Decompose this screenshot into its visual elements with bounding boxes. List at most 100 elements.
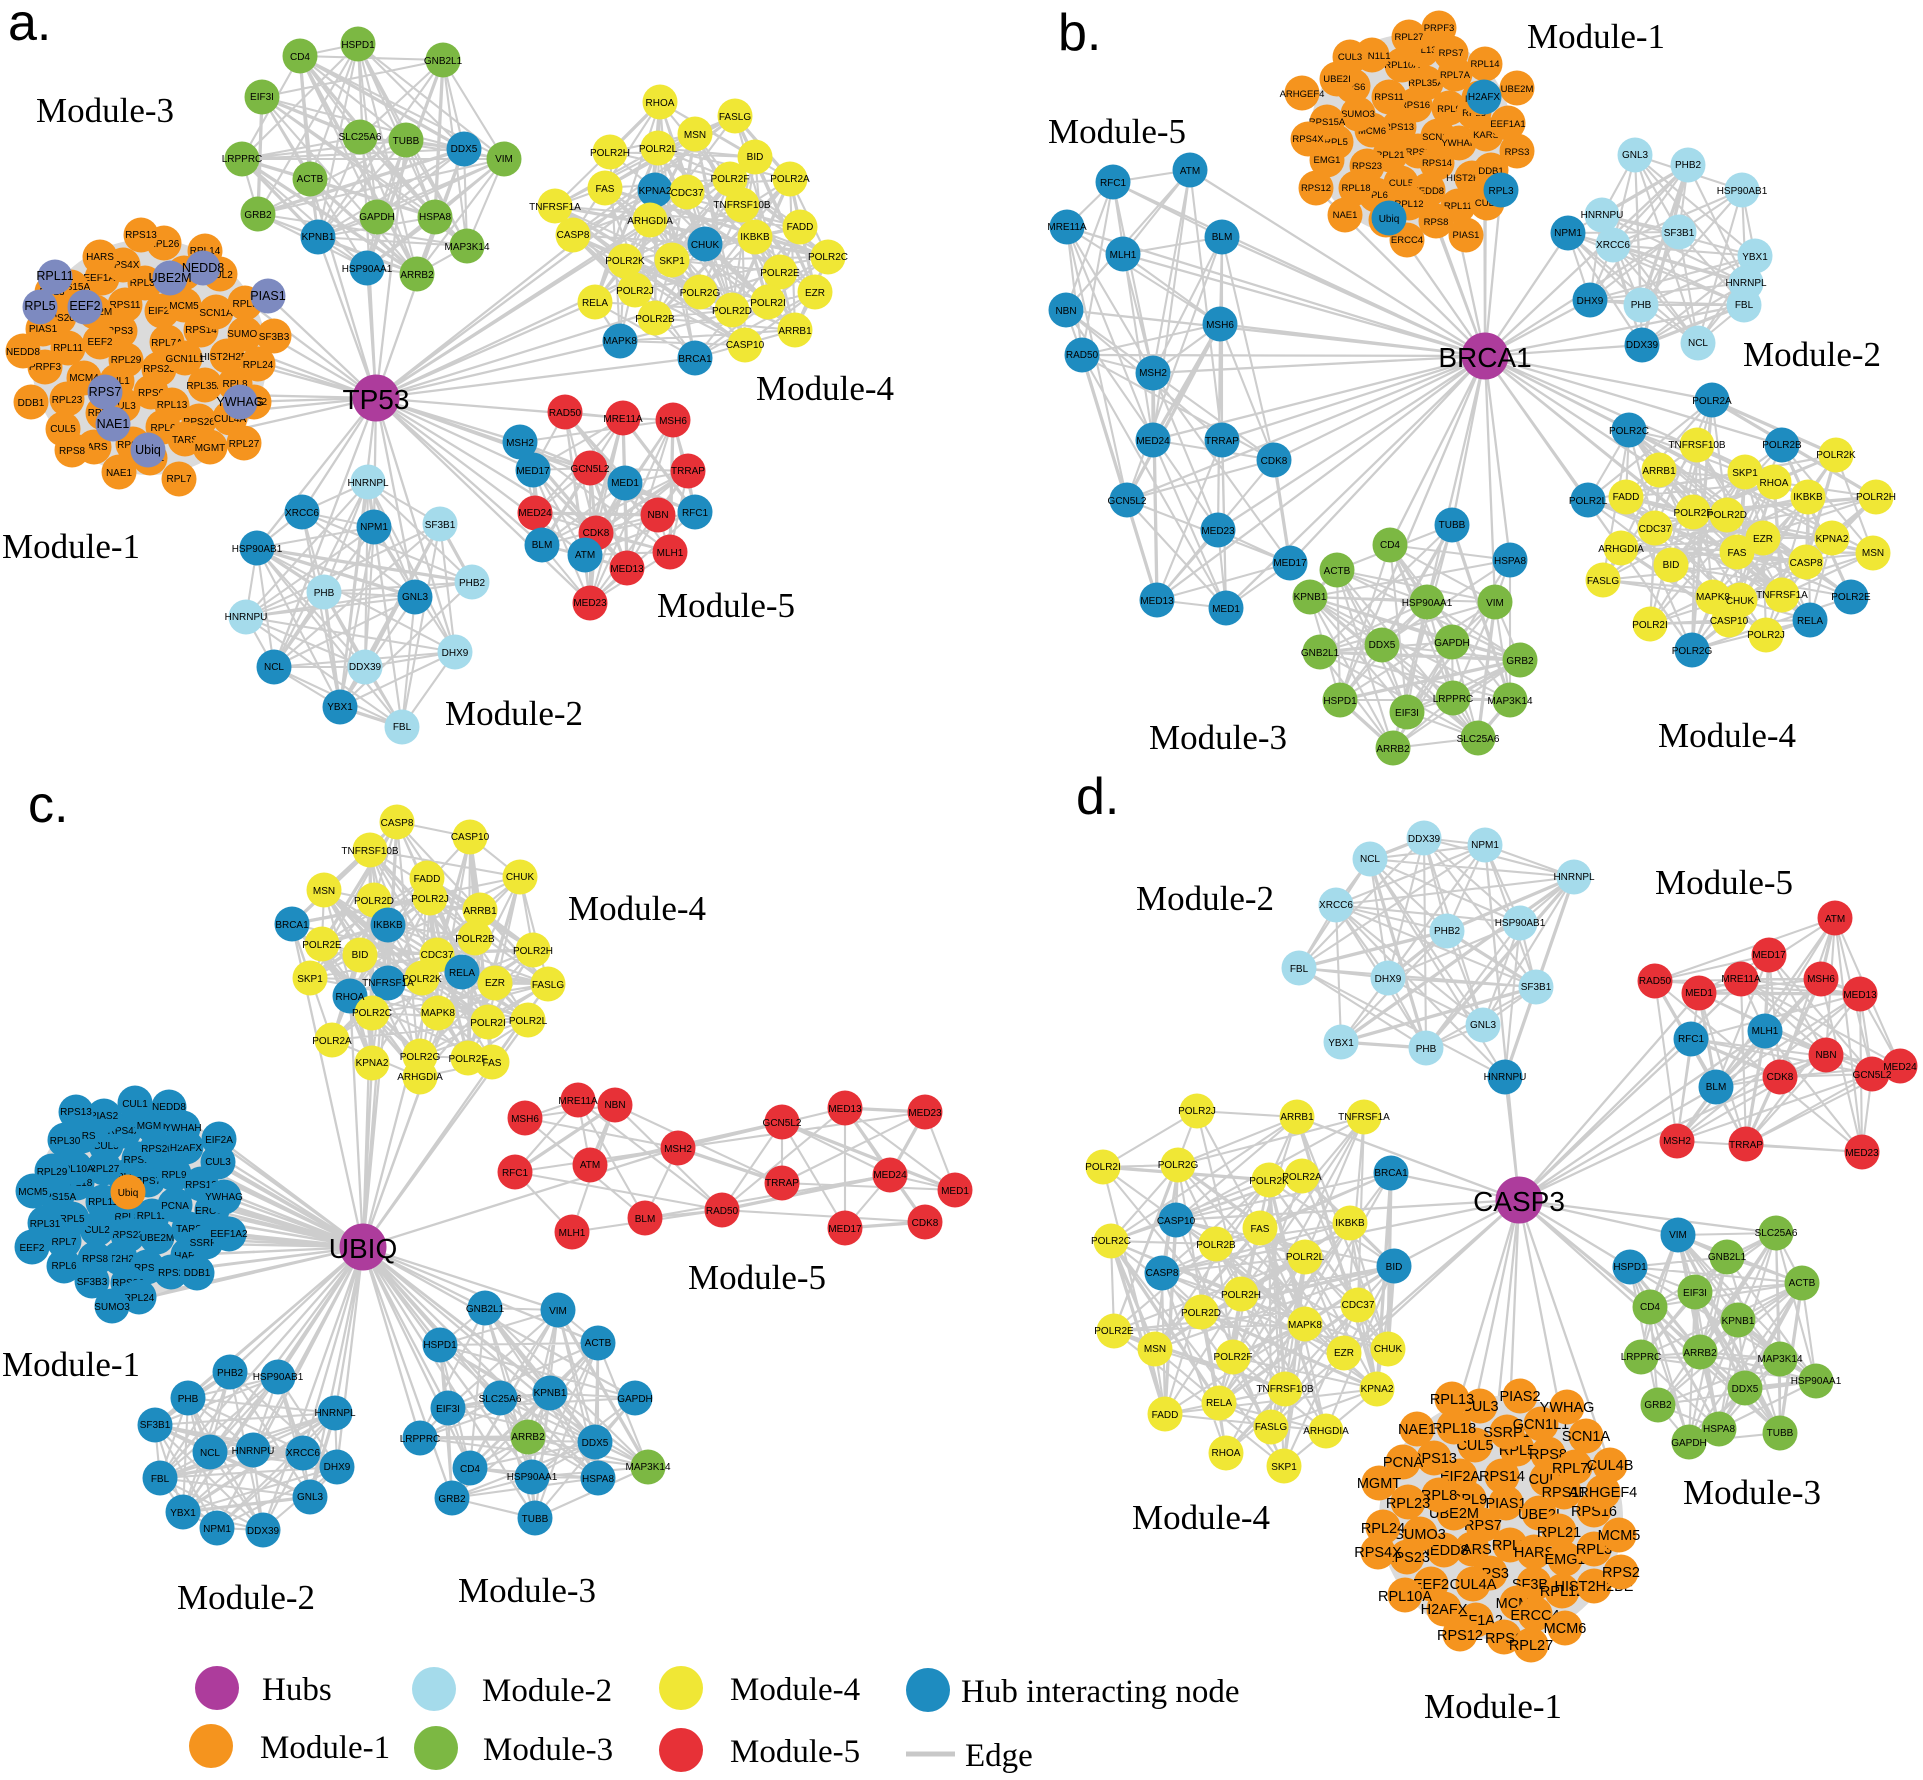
svg-text:SF3B1: SF3B1 bbox=[1521, 982, 1552, 993]
svg-text:RFC1: RFC1 bbox=[502, 1168, 529, 1179]
svg-text:MRE11A: MRE11A bbox=[1047, 222, 1087, 233]
svg-text:RPS20: RPS20 bbox=[43, 313, 75, 324]
svg-text:RPS2: RPS2 bbox=[158, 1268, 185, 1279]
svg-text:RPL31: RPL31 bbox=[30, 1219, 61, 1230]
svg-text:EEF2: EEF2 bbox=[19, 1243, 44, 1254]
svg-text:TRRAP: TRRAP bbox=[671, 466, 705, 477]
svg-text:RPL24: RPL24 bbox=[1361, 1521, 1405, 1537]
svg-text:RPL24: RPL24 bbox=[243, 360, 274, 371]
svg-text:XRCC6: XRCC6 bbox=[285, 508, 319, 519]
svg-text:SSRP1: SSRP1 bbox=[1483, 1425, 1531, 1441]
svg-text:RPL5: RPL5 bbox=[1324, 137, 1348, 148]
svg-text:IKBKB: IKBKB bbox=[740, 232, 770, 243]
svg-text:TNFRSF1A: TNFRSF1A bbox=[1338, 1112, 1390, 1123]
svg-text:SLC25A6: SLC25A6 bbox=[1457, 734, 1500, 745]
svg-text:HARS: HARS bbox=[86, 252, 114, 263]
svg-text:Module-5: Module-5 bbox=[657, 586, 795, 625]
svg-text:POLR2E: POLR2E bbox=[1831, 592, 1871, 603]
svg-text:BRCA1: BRCA1 bbox=[1374, 1168, 1408, 1179]
svg-text:ACTB: ACTB bbox=[1324, 566, 1351, 577]
svg-text:PHB2: PHB2 bbox=[1675, 160, 1702, 171]
svg-text:Module-2: Module-2 bbox=[445, 694, 583, 733]
svg-text:ARHGDIA: ARHGDIA bbox=[627, 216, 673, 227]
svg-text:EZR: EZR bbox=[1334, 1348, 1354, 1359]
svg-text:RPS23: RPS23 bbox=[112, 1230, 144, 1241]
svg-text:MLH1: MLH1 bbox=[1752, 1026, 1779, 1037]
svg-text:RPS14: RPS14 bbox=[1422, 158, 1452, 169]
svg-text:RPS15A: RPS15A bbox=[1309, 117, 1346, 128]
svg-text:POLR2J: POLR2J bbox=[616, 286, 654, 297]
svg-text:POLR2C: POLR2C bbox=[1609, 426, 1649, 437]
svg-text:RELA: RELA bbox=[1797, 616, 1823, 627]
svg-text:RPS8: RPS8 bbox=[1529, 1447, 1567, 1463]
svg-text:MCM4: MCM4 bbox=[69, 373, 99, 384]
svg-text:DDX5: DDX5 bbox=[582, 1438, 609, 1449]
svg-text:ARRB2: ARRB2 bbox=[511, 1432, 545, 1443]
svg-text:Module-4: Module-4 bbox=[568, 889, 706, 928]
svg-text:PHB: PHB bbox=[314, 588, 335, 599]
svg-text:CHUK: CHUK bbox=[1374, 1344, 1403, 1355]
svg-text:ARRB1: ARRB1 bbox=[463, 906, 497, 917]
svg-text:POLR2J: POLR2J bbox=[411, 894, 449, 905]
svg-text:POLR2E: POLR2E bbox=[302, 940, 342, 951]
svg-text:MAP3K14: MAP3K14 bbox=[1487, 696, 1532, 707]
svg-text:RPL29: RPL29 bbox=[111, 355, 142, 366]
svg-text:NEDD8: NEDD8 bbox=[182, 261, 224, 275]
svg-text:RPL5: RPL5 bbox=[59, 1214, 84, 1225]
svg-text:POLR2C: POLR2C bbox=[352, 1008, 392, 1019]
svg-text:POLR2A: POLR2A bbox=[1282, 1172, 1322, 1183]
svg-text:Module-2: Module-2 bbox=[1136, 879, 1274, 918]
svg-text:POLR2F: POLR2F bbox=[711, 174, 750, 185]
svg-text:POLR2D: POLR2D bbox=[354, 896, 394, 907]
svg-text:RPS16: RPS16 bbox=[1400, 100, 1430, 111]
svg-text:POLR2I: POLR2I bbox=[750, 298, 786, 309]
svg-text:GRB2: GRB2 bbox=[244, 210, 272, 221]
svg-text:TARS: TARS bbox=[172, 435, 198, 446]
svg-text:YWHAG: YWHAG bbox=[1540, 1400, 1595, 1416]
svg-text:RPS6: RPS6 bbox=[1341, 82, 1366, 93]
svg-text:RPS8: RPS8 bbox=[82, 1254, 109, 1265]
svg-text:H2AFX: H2AFX bbox=[1468, 92, 1501, 103]
svg-text:SKP1: SKP1 bbox=[659, 256, 685, 267]
svg-text:MAP3K14: MAP3K14 bbox=[625, 1462, 670, 1473]
svg-text:MSN: MSN bbox=[684, 130, 706, 141]
svg-text:UBE2M: UBE2M bbox=[1501, 84, 1534, 95]
svg-text:RPS13: RPS13 bbox=[1411, 1451, 1457, 1467]
svg-text:GNL3: GNL3 bbox=[1470, 1020, 1497, 1031]
svg-text:SUMO3: SUMO3 bbox=[1341, 109, 1375, 120]
svg-text:RHOA: RHOA bbox=[336, 992, 365, 1003]
svg-text:SKP1: SKP1 bbox=[1732, 468, 1758, 479]
svg-text:ARRB2: ARRB2 bbox=[1683, 1348, 1717, 1359]
svg-text:CHUK: CHUK bbox=[506, 872, 535, 883]
svg-text:MED23: MED23 bbox=[1845, 1148, 1879, 1159]
svg-text:SCN1A: SCN1A bbox=[1562, 1429, 1611, 1445]
svg-text:RHOA: RHOA bbox=[1760, 478, 1789, 489]
svg-text:GAPDH: GAPDH bbox=[617, 1394, 653, 1405]
svg-text:MRE11A: MRE11A bbox=[603, 414, 643, 425]
svg-text:MRE11A: MRE11A bbox=[1721, 974, 1761, 985]
svg-text:HNRNPL: HNRNPL bbox=[314, 1408, 356, 1419]
svg-text:MSN: MSN bbox=[1862, 548, 1884, 559]
svg-text:HSP90AB1: HSP90AB1 bbox=[232, 544, 283, 555]
svg-text:DHX9: DHX9 bbox=[324, 1462, 351, 1473]
svg-text:RAD50: RAD50 bbox=[1639, 976, 1672, 987]
svg-text:POLR2J: POLR2J bbox=[1178, 1106, 1216, 1117]
svg-text:RPL7A: RPL7A bbox=[1552, 1461, 1598, 1477]
svg-text:Module-2: Module-2 bbox=[1743, 335, 1881, 374]
svg-text:DDX39: DDX39 bbox=[247, 1526, 280, 1537]
svg-text:MGMT: MGMT bbox=[137, 1121, 168, 1132]
svg-text:DDB1: DDB1 bbox=[1478, 166, 1503, 177]
svg-text:RPL13: RPL13 bbox=[1407, 45, 1436, 56]
svg-text:PRPF3: PRPF3 bbox=[1424, 23, 1455, 34]
svg-text:RPS26: RPS26 bbox=[183, 417, 215, 428]
svg-text:KPNB1: KPNB1 bbox=[302, 232, 335, 243]
svg-text:NEDD8: NEDD8 bbox=[152, 1102, 186, 1113]
svg-text:RPS12: RPS12 bbox=[1301, 183, 1331, 194]
svg-text:RPL13: RPL13 bbox=[157, 400, 188, 411]
svg-text:ACTB: ACTB bbox=[297, 174, 324, 185]
svg-text:TRRAP: TRRAP bbox=[765, 1178, 799, 1189]
svg-text:RPL6: RPL6 bbox=[150, 423, 175, 434]
svg-text:RPL11: RPL11 bbox=[36, 269, 73, 283]
svg-text:RPL9: RPL9 bbox=[1437, 104, 1461, 115]
svg-text:EIF3I: EIF3I bbox=[1683, 1288, 1707, 1299]
